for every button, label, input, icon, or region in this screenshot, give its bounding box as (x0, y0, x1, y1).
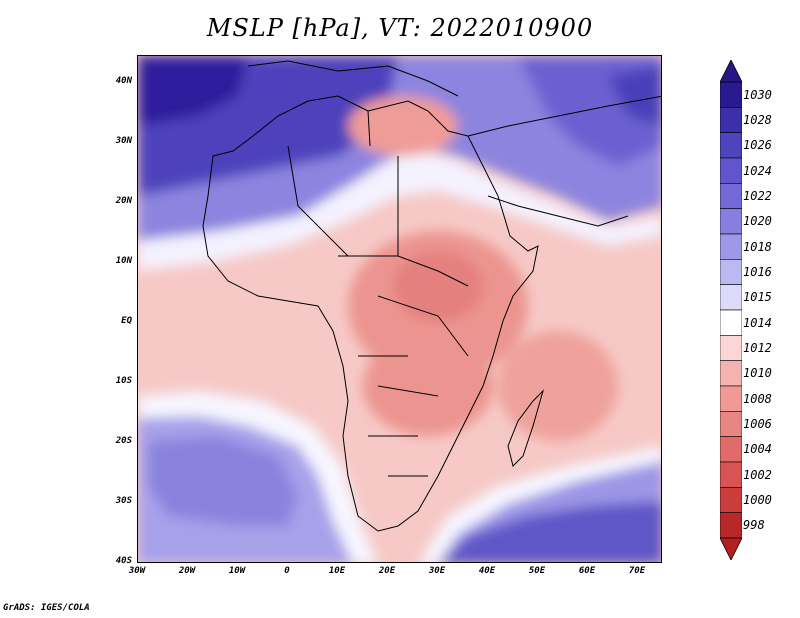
lon-tick-10e: 10E (328, 566, 346, 576)
colorbar-label: 1014 (743, 315, 772, 330)
colorbar-label: 1016 (743, 265, 772, 279)
colorbar (720, 60, 742, 560)
colorbar-cell (720, 487, 742, 513)
colorbar-cell (720, 107, 742, 133)
colorbar-label: 1022 (743, 189, 772, 203)
colorbar-cell (720, 81, 742, 108)
lon-tick-10w: 10W (228, 566, 246, 576)
lat-tick-40n: 40N (115, 76, 132, 86)
lat-tick-30s: 30S (115, 496, 132, 506)
coastline-outlines (202, 60, 661, 532)
colorbar-label: 1006 (743, 417, 772, 431)
colorbar-cell (720, 436, 742, 463)
lon-tick-20w: 20W (178, 566, 196, 576)
pressure-map (137, 55, 662, 563)
colorbar-cell (720, 183, 742, 209)
pressure-field (138, 56, 661, 562)
lon-tick-30e: 30E (428, 566, 446, 576)
colorbar-bottom-arrow (720, 537, 742, 560)
colorbar-label: 1015 (743, 290, 772, 305)
credit-label: GrADS: IGES/COLA (3, 603, 90, 613)
colorbar-cell (720, 309, 742, 336)
colorbar-cell (720, 461, 742, 488)
lat-tick-eq: EQ (121, 316, 132, 326)
colorbar-label: 1000 (743, 493, 772, 507)
colorbar-label: 1008 (743, 391, 772, 406)
colorbar-cell (720, 132, 742, 159)
colorbar-label: 1012 (743, 341, 772, 355)
lat-tick-30n: 30N (115, 136, 132, 146)
colorbar-label: 1024 (743, 163, 772, 178)
lat-tick-40s: 40S (115, 556, 132, 566)
colorbar-label: 1010 (743, 366, 772, 381)
lon-tick-70e: 70E (628, 566, 646, 576)
colorbar-cell (720, 360, 742, 387)
colorbar-cell (720, 335, 742, 361)
colorbar-cell (720, 284, 742, 311)
colorbar-cell (720, 411, 742, 437)
lon-tick-20e: 20E (378, 566, 396, 576)
colorbar-label: 1028 (743, 113, 772, 127)
map-title: MSLP [hPa], VT: 2022010900 (206, 14, 594, 42)
lon-tick-60e: 60E (578, 566, 596, 576)
colorbar-label: 1004 (743, 442, 772, 457)
lat-tick-20s: 20S (115, 436, 132, 446)
colorbar-cell (720, 512, 742, 539)
colorbar-top-arrow (720, 60, 742, 83)
lat-tick-10n: 10N (115, 256, 132, 266)
colorbar-cell (720, 233, 742, 260)
colorbar-cell (720, 208, 742, 235)
colorbar-cell (720, 157, 742, 184)
lon-tick-30w: 30W (128, 566, 146, 576)
lat-tick-10s: 10S (115, 376, 132, 386)
lon-tick-0: 0 (284, 566, 290, 576)
colorbar-label: 1030 (743, 87, 772, 102)
lon-tick-40e: 40E (478, 566, 496, 576)
colorbar-label: 1018 (743, 239, 772, 254)
colorbar-label: 1002 (743, 467, 772, 482)
lat-tick-20n: 20N (115, 196, 132, 206)
colorbar-cell (720, 385, 742, 412)
colorbar-label: 1020 (743, 214, 772, 229)
colorbar-label: 998 (743, 518, 765, 533)
colorbar-label: 1026 (743, 138, 772, 153)
colorbar-cell (720, 259, 742, 285)
lon-tick-50e: 50E (528, 566, 546, 576)
